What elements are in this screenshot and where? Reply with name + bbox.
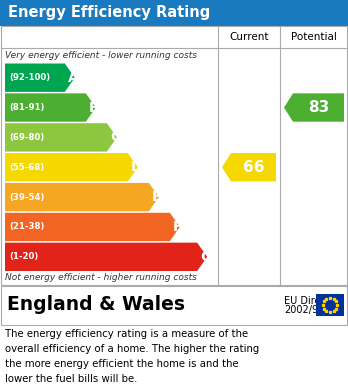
Polygon shape [5, 93, 96, 122]
Text: England & Wales: England & Wales [7, 296, 185, 314]
Polygon shape [284, 93, 344, 122]
Text: 2002/91/EC: 2002/91/EC [284, 305, 340, 315]
Bar [0, 0, 348, 26]
Text: A: A [68, 71, 79, 85]
Polygon shape [5, 153, 138, 181]
Text: (1-20): (1-20) [9, 252, 38, 261]
Text: 66: 66 [243, 160, 264, 175]
Polygon shape [5, 183, 159, 211]
Text: (55-68): (55-68) [9, 163, 44, 172]
Text: (21-38): (21-38) [9, 222, 45, 231]
Polygon shape [5, 63, 75, 92]
Text: (69-80): (69-80) [9, 133, 44, 142]
Text: Very energy efficient - lower running costs: Very energy efficient - lower running co… [5, 50, 197, 59]
Text: The energy efficiency rating is a measure of the: The energy efficiency rating is a measur… [5, 329, 248, 339]
Bar [316, 294, 344, 316]
Polygon shape [5, 243, 207, 271]
Text: Potential: Potential [291, 32, 337, 42]
Text: F: F [173, 220, 182, 234]
Text: (92-100): (92-100) [9, 73, 50, 82]
Bar [1, 285, 347, 325]
Text: E: E [152, 190, 161, 204]
Text: lower the fuel bills will be.: lower the fuel bills will be. [5, 374, 137, 384]
Polygon shape [5, 213, 180, 241]
Text: Current: Current [229, 32, 269, 42]
Text: C: C [110, 130, 120, 144]
Polygon shape [222, 153, 276, 181]
Text: 83: 83 [308, 100, 329, 115]
Text: B: B [89, 100, 100, 115]
Polygon shape [5, 123, 117, 152]
Text: Energy Efficiency Rating: Energy Efficiency Rating [8, 5, 210, 20]
Bar [0, 285, 348, 325]
Text: G: G [200, 250, 212, 264]
Text: D: D [131, 160, 142, 174]
Text: (81-91): (81-91) [9, 103, 45, 112]
Text: Not energy efficient - higher running costs: Not energy efficient - higher running co… [5, 273, 197, 283]
Text: the more energy efficient the home is and the: the more energy efficient the home is an… [5, 359, 239, 369]
Text: EU Directive: EU Directive [284, 296, 344, 306]
Text: overall efficiency of a home. The higher the rating: overall efficiency of a home. The higher… [5, 344, 259, 354]
Bar [1, 26, 347, 285]
Text: (39-54): (39-54) [9, 193, 45, 202]
